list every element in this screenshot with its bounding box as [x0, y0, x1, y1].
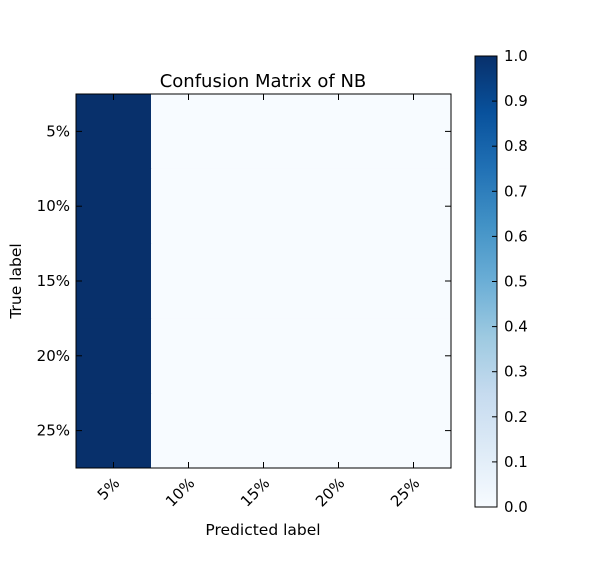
heatmap-cell: [151, 94, 227, 170]
y-tick-label: 20%: [37, 347, 70, 365]
colorbar-tick-label: 0.7: [504, 182, 528, 200]
heatmap-cell: [151, 243, 227, 319]
heatmap-cell: [226, 318, 302, 394]
y-tick-label: 15%: [37, 272, 70, 290]
heatmap-cell: [76, 318, 152, 394]
colorbar-tick-label: 1.0: [504, 47, 528, 65]
heatmap-cell: [226, 168, 302, 245]
x-tick-label: 15%: [237, 474, 273, 510]
y-tick-label: 5%: [46, 122, 70, 140]
heatmap-cell: [76, 243, 152, 319]
heatmap-cell: [376, 393, 452, 469]
heatmap-cells: [76, 94, 452, 469]
heatmap-cell: [76, 94, 152, 170]
colorbar-tick-label: 0.2: [504, 408, 528, 426]
colorbar-tick-label: 0.8: [504, 137, 528, 155]
colorbar-tick-label: 0.3: [504, 363, 528, 381]
colorbar-tick-label: 0.5: [504, 273, 528, 291]
heatmap-cell: [151, 318, 227, 394]
colorbar-tick-label: 0.6: [504, 227, 528, 245]
colorbar-tick-label: 0.9: [504, 92, 528, 110]
heatmap-cell: [301, 168, 377, 245]
heatmap-cell: [376, 94, 452, 170]
heatmap-cell: [151, 393, 227, 469]
x-tick-label: 10%: [162, 474, 198, 510]
heatmap-cell: [226, 393, 302, 469]
heatmap-cell: [226, 243, 302, 319]
x-tick-label: 20%: [312, 474, 348, 510]
colorbar-ticks: 0.0 0.1 0.2 0.3 0.4 0.5 0.6 0.7 0.8 0.9 1.0: [492, 47, 528, 516]
x-tick-label: 25%: [387, 474, 423, 510]
y-tick-label: 25%: [37, 422, 70, 440]
y-axis-label: True label: [7, 243, 25, 319]
y-tick-label: 10%: [37, 197, 70, 215]
heatmap-cell: [76, 393, 152, 469]
heatmap-cell: [376, 243, 452, 319]
heatmap-cell: [151, 168, 227, 245]
heatmap-cell: [376, 318, 452, 394]
colorbar-tick-label: 0.0: [504, 498, 528, 516]
heatmap-cell: [301, 393, 377, 469]
chart-title: Confusion Matrix of NB: [160, 71, 367, 92]
heatmap-cell: [301, 318, 377, 394]
heatmap-cell: [226, 94, 302, 170]
y-axis-ticks: 5% 10% 15% 20% 25%: [37, 122, 451, 440]
heatmap-cell: [301, 94, 377, 170]
x-tick-label: 5%: [94, 474, 124, 504]
colorbar-tick-label: 0.4: [504, 318, 528, 336]
heatmap-cell: [76, 168, 152, 245]
heatmap-cell: [376, 168, 452, 245]
x-axis-label: Predicted label: [205, 521, 320, 539]
colorbar-tick-label: 0.1: [504, 453, 528, 471]
heatmap-cell: [301, 243, 377, 319]
